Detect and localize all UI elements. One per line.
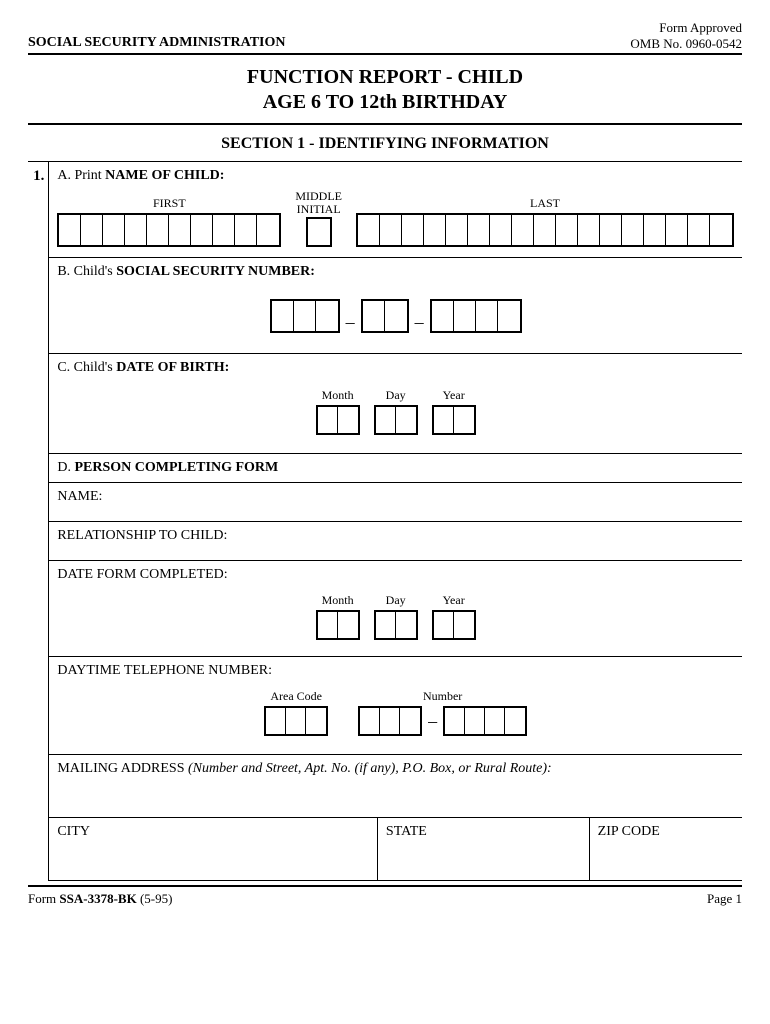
part-b-label: B. Child's SOCIAL SECURITY NUMBER: <box>57 264 734 280</box>
mailing-address-field[interactable]: MAILING ADDRESS (Number and Street, Apt.… <box>49 755 742 818</box>
dob-month-boxes[interactable] <box>316 405 360 435</box>
dob-row: Month Day Year <box>57 388 734 435</box>
question-number: 1. <box>28 162 49 881</box>
mi-label: MIDDLE INITIAL <box>295 190 342 215</box>
omb-number: OMB No. 0960-0542 <box>630 36 742 52</box>
middle-initial-group: MIDDLE INITIAL <box>295 190 342 247</box>
phone-number-group: Number – <box>358 689 527 736</box>
ssn-dash-1: – <box>340 312 361 333</box>
dob-month-group: Month <box>316 388 360 435</box>
part-c-dob: C. Child's DATE OF BIRTH: Month Day Year <box>49 354 742 454</box>
area-code-group: Area Code <box>264 689 328 736</box>
part-d-heading: D. PERSON COMPLETING FORM <box>49 454 742 483</box>
ssn-group-1[interactable] <box>270 299 340 333</box>
first-name-boxes[interactable] <box>57 213 281 247</box>
first-name-group: FIRST <box>57 196 281 247</box>
form-title: FUNCTION REPORT - CHILD AGE 6 TO 12th BI… <box>28 55 742 125</box>
part-b-ssn: B. Child's SOCIAL SECURITY NUMBER: – – <box>49 258 742 354</box>
dc-month-boxes[interactable] <box>316 610 360 640</box>
date-completed-section: DATE FORM COMPLETED: Month Day Year <box>49 561 742 657</box>
first-name-label: FIRST <box>153 196 186 211</box>
dc-day-boxes[interactable] <box>374 610 418 640</box>
date-completed-row: Month Day Year <box>57 593 734 640</box>
dc-year-group: Year <box>432 593 476 640</box>
page-footer: Form SSA-3378-BK (5-95) Page 1 <box>28 885 742 907</box>
phone-boxes-2[interactable] <box>443 706 527 736</box>
dob-day-group: Day <box>374 388 418 435</box>
section-1-heading: SECTION 1 - IDENTIFYING INFORMATION <box>28 125 742 162</box>
dc-month-group: Month <box>316 593 360 640</box>
dob-year-group: Year <box>432 388 476 435</box>
question-1-body: A. Print NAME OF CHILD: FIRST MIDDLE INI… <box>49 162 742 881</box>
phone-row: Area Code Number – <box>57 689 734 736</box>
phone-boxes-1[interactable] <box>358 706 422 736</box>
city-field[interactable]: CITY <box>49 818 378 880</box>
ssn-dash-2: – <box>409 312 430 333</box>
area-code-boxes[interactable] <box>264 706 328 736</box>
completer-name-field[interactable]: NAME: <box>49 483 742 522</box>
dc-year-boxes[interactable] <box>432 610 476 640</box>
agency-name: SOCIAL SECURITY ADMINISTRATION <box>28 35 286 51</box>
name-entry-row: FIRST MIDDLE INITIAL LAST <box>57 190 734 247</box>
title-line1: FUNCTION REPORT - CHILD <box>28 65 742 90</box>
last-name-boxes[interactable] <box>356 213 734 247</box>
zip-field[interactable]: ZIP CODE <box>590 818 742 880</box>
ssn-boxes-row: – – <box>57 298 734 333</box>
page-number: Page 1 <box>707 891 742 907</box>
phone-section: DAYTIME TELEPHONE NUMBER: Area Code Numb… <box>49 657 742 755</box>
state-field[interactable]: STATE <box>378 818 590 880</box>
form-number: Form SSA-3378-BK (5-95) <box>28 891 172 907</box>
question-1: 1. A. Print NAME OF CHILD: FIRST MIDDLE … <box>28 162 742 881</box>
part-d-label: D. PERSON COMPLETING FORM <box>57 460 734 476</box>
relationship-field[interactable]: RELATIONSHIP TO CHILD: <box>49 522 742 561</box>
dob-year-boxes[interactable] <box>432 405 476 435</box>
page-header: SOCIAL SECURITY ADMINISTRATION Form Appr… <box>28 20 742 55</box>
middle-initial-box[interactable] <box>306 217 332 247</box>
last-name-label: LAST <box>356 196 734 211</box>
part-a-label: A. Print NAME OF CHILD: <box>57 168 734 184</box>
date-completed-label: DATE FORM COMPLETED: <box>57 567 734 583</box>
ssn-group-2[interactable] <box>361 299 409 333</box>
part-c-label: C. Child's DATE OF BIRTH: <box>57 360 734 376</box>
last-name-group: LAST <box>356 196 734 247</box>
city-state-zip-row: CITY STATE ZIP CODE <box>49 818 742 881</box>
ssn-group-3[interactable] <box>430 299 522 333</box>
title-line2: AGE 6 TO 12th BIRTHDAY <box>28 90 742 115</box>
phone-dash: – <box>422 711 443 732</box>
dc-day-group: Day <box>374 593 418 640</box>
part-a-name: A. Print NAME OF CHILD: FIRST MIDDLE INI… <box>49 162 742 258</box>
form-approval: Form Approved OMB No. 0960-0542 <box>630 20 742 51</box>
dob-day-boxes[interactable] <box>374 405 418 435</box>
phone-label: DAYTIME TELEPHONE NUMBER: <box>57 663 734 679</box>
form-approved-text: Form Approved <box>630 20 742 36</box>
